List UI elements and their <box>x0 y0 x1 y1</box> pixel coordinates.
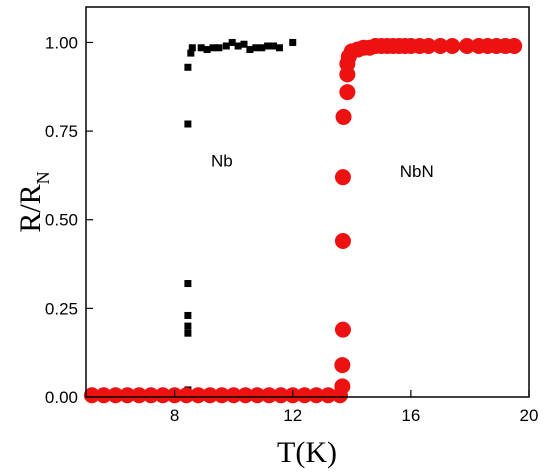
data-point <box>334 169 351 186</box>
data-point <box>289 38 297 46</box>
x-tick-label: 8 <box>170 406 179 425</box>
data-point <box>458 38 475 54</box>
data-point <box>142 387 159 404</box>
data-point <box>215 44 223 52</box>
data-point <box>275 44 283 52</box>
data-point <box>154 387 171 404</box>
data-point <box>264 42 272 50</box>
data-point <box>334 233 351 249</box>
data-point <box>188 44 196 52</box>
data-point <box>222 42 230 50</box>
data-point <box>184 322 192 330</box>
data-point <box>246 46 254 54</box>
y-axis-title: R/RN <box>14 171 53 232</box>
annotations: Nb NbN <box>211 152 434 182</box>
data-point <box>190 387 207 404</box>
y-tick-label: 1.00 <box>45 33 78 52</box>
data-point <box>334 321 351 338</box>
data-point <box>83 387 100 404</box>
data-point <box>107 387 124 404</box>
data-point <box>187 49 195 57</box>
y-axis-title-main: R/R <box>14 184 47 232</box>
x-axis-title: T(K) <box>277 436 337 469</box>
data-point <box>119 387 136 404</box>
data-point <box>184 120 192 128</box>
y-tick-label: 0.50 <box>45 211 78 230</box>
series-1 <box>112 38 297 397</box>
data-point <box>249 387 266 404</box>
data-point <box>202 387 219 404</box>
data-point <box>272 387 289 404</box>
y-tick-label: 0.75 <box>45 122 78 141</box>
data-point <box>270 42 278 50</box>
data-point <box>213 387 230 404</box>
plot-frame <box>85 6 530 398</box>
data-point <box>95 387 112 404</box>
data-point <box>261 387 278 404</box>
data-point <box>197 44 205 52</box>
series-2 <box>83 38 523 404</box>
data-point <box>258 44 266 52</box>
data-point <box>444 38 461 54</box>
data-point <box>420 38 437 54</box>
data-point <box>234 42 242 50</box>
svg-text:R/RN: R/RN <box>14 171 53 232</box>
data-point <box>203 46 211 54</box>
x-tick-label: 20 <box>520 406 539 425</box>
data-point <box>131 387 148 404</box>
y-axis-title-subscript: N <box>33 171 53 184</box>
data-point <box>225 387 242 404</box>
data-point <box>252 44 260 52</box>
data-point <box>334 378 351 395</box>
y-axis-ticks: 0.00 0.25 0.50 0.75 1.00 <box>45 33 93 407</box>
x-axis-ticks: 8 12 16 20 <box>170 390 539 425</box>
annotation-label: Nb <box>211 152 233 171</box>
data-point <box>184 280 192 288</box>
data-point <box>237 387 254 404</box>
data-point <box>240 40 248 48</box>
data-point <box>228 38 236 46</box>
data-point <box>308 387 325 404</box>
x-tick-label: 16 <box>401 406 420 425</box>
y-tick-label: 0.25 <box>45 299 78 318</box>
data-point <box>506 38 523 54</box>
x-tick-label: 12 <box>283 406 302 425</box>
data-point <box>335 108 352 125</box>
data-point <box>184 329 192 337</box>
data-point <box>184 63 192 71</box>
data-layer <box>83 38 523 404</box>
data-point <box>184 311 192 319</box>
data-point <box>334 357 351 374</box>
data-point <box>209 44 217 52</box>
data-point <box>178 387 195 404</box>
y-tick-label: 0.00 <box>45 388 78 407</box>
data-point <box>339 84 356 101</box>
data-point <box>296 387 313 404</box>
data-point <box>320 387 337 404</box>
annotation-label: NbN <box>400 162 434 181</box>
data-point <box>432 38 449 54</box>
